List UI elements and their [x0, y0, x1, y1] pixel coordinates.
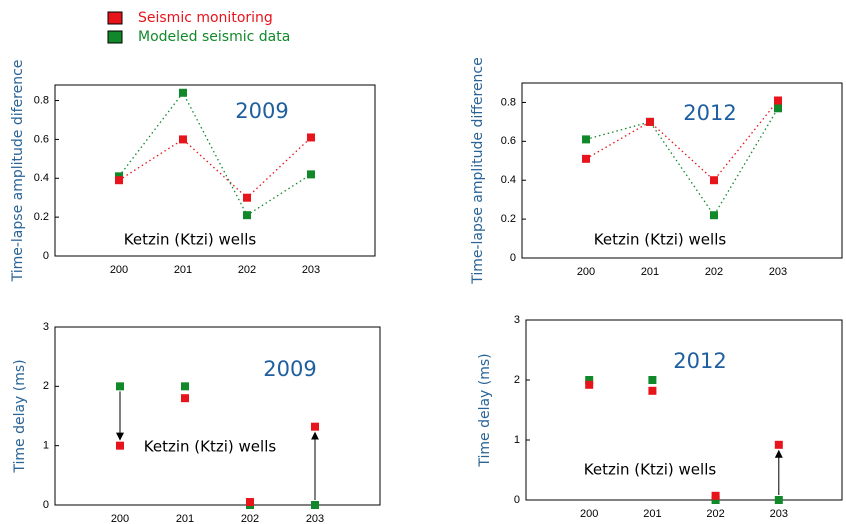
point [307, 170, 315, 179]
y-tick-label: 2 [43, 380, 49, 392]
plot-frame [525, 319, 843, 501]
plot-frame [54, 326, 381, 506]
x-tick-label: 201 [176, 513, 194, 524]
y-tick-label: 1 [514, 434, 520, 446]
x-tick-label: 200 [580, 508, 598, 520]
x-tick-label: 202 [241, 513, 259, 524]
y-axis-label: Time-lapse amplitude difference [470, 57, 486, 285]
x-tick-label: 201 [641, 266, 659, 278]
y-tick-label: 1 [43, 440, 49, 452]
y-tick-label: 0.8 [501, 96, 516, 108]
panel-year: 2009 [263, 357, 316, 381]
point [179, 88, 187, 97]
x-tick-label: 200 [577, 266, 595, 278]
y-tick-label: 3 [514, 314, 520, 326]
x-tick-label: 200 [110, 264, 128, 276]
y-tick-label: 3 [43, 321, 49, 333]
x-tick-label: 201 [643, 508, 661, 520]
legend-swatch [107, 11, 123, 25]
point [648, 376, 657, 384]
y-tick-label: 2 [514, 374, 520, 386]
y-tick-label: 0.2 [34, 211, 49, 223]
y-tick-label: 0 [43, 499, 49, 511]
y-tick-label: 0.8 [34, 94, 49, 106]
y-tick-label: 0.4 [501, 174, 516, 186]
point [181, 394, 189, 403]
panel-year: 2009 [235, 99, 288, 123]
panel-year: 2012 [673, 349, 726, 373]
legend-swatch [107, 30, 123, 44]
point [246, 498, 254, 507]
point [774, 496, 783, 504]
x-tick-label: 203 [769, 266, 787, 278]
y-axis-label: Time delay (ms) [477, 353, 493, 467]
point [116, 382, 124, 391]
x-tick-label: 200 [111, 513, 129, 524]
y-tick-label: 0 [514, 494, 520, 506]
y-axis-label: Time-lapse amplitude diference [10, 60, 26, 283]
point [646, 117, 654, 126]
series-line [585, 107, 779, 217]
point [181, 382, 189, 391]
series-line [118, 136, 312, 199]
point [774, 96, 782, 105]
point [115, 176, 123, 185]
x-tick-label: 201 [174, 264, 192, 276]
point [774, 104, 782, 113]
point [179, 135, 187, 144]
x-tick-label: 202 [238, 264, 256, 276]
point [582, 135, 590, 144]
point [243, 211, 251, 220]
point [711, 491, 720, 500]
point [243, 193, 251, 202]
point [311, 501, 319, 509]
y-tick-label: 0.6 [501, 135, 516, 147]
point [311, 422, 319, 431]
y-tick-label: 0 [510, 252, 516, 264]
panel-year: 2012 [683, 101, 736, 125]
y-tick-label: 0.2 [501, 213, 516, 225]
annotation: Ketzin (Ktzi) wells [144, 438, 277, 456]
point [582, 154, 590, 163]
point [711, 496, 720, 504]
legend-label: Modeled seismic data [138, 29, 290, 45]
annotation: Ketzin (Ktzi) wells [594, 231, 727, 249]
y-tick-label: 0 [43, 250, 49, 262]
x-tick-label: 203 [770, 508, 788, 520]
plot-frame [54, 84, 376, 257]
y-tick-label: 0.6 [34, 133, 49, 145]
point [774, 440, 783, 449]
x-tick-label: 203 [302, 264, 320, 276]
y-axis-label: Time delay (ms) [12, 359, 28, 473]
point [648, 386, 657, 395]
annotation: Ketzin (Ktzi) wells [124, 231, 257, 249]
x-tick-label: 202 [706, 508, 724, 520]
legend-label: Seismic monitoring [138, 10, 273, 26]
point [307, 133, 315, 142]
x-tick-label: 202 [705, 266, 723, 278]
point [710, 176, 718, 185]
point [710, 211, 718, 220]
point [116, 441, 124, 450]
point [585, 376, 594, 384]
y-tick-label: 0.4 [34, 172, 49, 184]
series-line [585, 100, 779, 182]
x-tick-label: 203 [306, 513, 324, 524]
plot-frame [521, 82, 843, 259]
point [585, 380, 594, 389]
annotation: Ketzin (Ktzi) wells [584, 461, 717, 479]
